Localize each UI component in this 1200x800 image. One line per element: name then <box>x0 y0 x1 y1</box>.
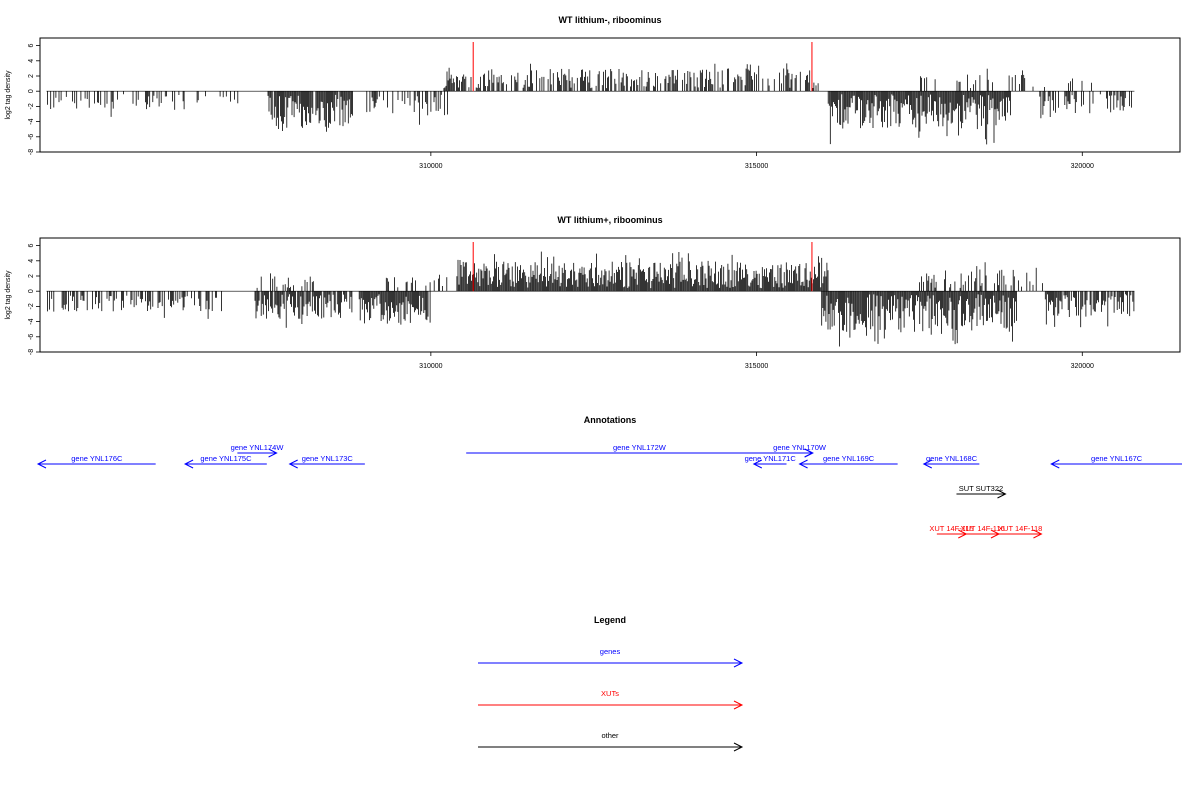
y-tick-label: -2 <box>28 103 35 109</box>
y-tick-label: 0 <box>28 89 35 93</box>
feature-arrowhead <box>36 459 47 469</box>
annotation-features: gene YNL176C gene YNL175C gene YNL174W gene… <box>36 443 1182 539</box>
panel-title: WT lithium-, riboominus <box>559 15 662 25</box>
feature-arrowhead <box>922 459 933 469</box>
legend-item: XUTs <box>478 689 744 710</box>
x-tick-label: 315000 <box>745 163 768 170</box>
y-tick-label: 4 <box>28 259 35 263</box>
feature-arrowhead <box>1033 529 1043 539</box>
annotation-feature: gene YNL174W <box>231 443 285 458</box>
feature-label: gene YNL170W <box>773 443 827 452</box>
y-tick-label: -4 <box>28 318 35 324</box>
legend-arrowhead <box>733 742 744 752</box>
y-tick-label: 2 <box>28 74 35 78</box>
feature-label: gene YNL168C <box>926 454 978 463</box>
y-tick-label: -6 <box>28 134 35 140</box>
y-tick-label: -6 <box>28 334 35 340</box>
panel-title: WT lithium+, riboominus <box>557 215 662 225</box>
annotations-panel: Annotations gene YNL176C gene YNL175Cgene… <box>36 415 1182 539</box>
feature-label: gene YNL176C <box>71 454 123 463</box>
feature-label: gene YNL171C <box>745 454 797 463</box>
legend-item: other <box>478 731 744 752</box>
y-tick-label: 0 <box>28 289 35 293</box>
annotation-feature: gene YNL168C <box>922 454 980 469</box>
boundary-markers <box>472 242 813 292</box>
feature-label: SUT SUT322 <box>959 484 1003 493</box>
feature-label: XUT 14F-115 <box>929 524 973 533</box>
y-axis: 6 4 2 0 -2 -4 -6 -8 <box>28 244 41 355</box>
y-axis: 6 4 2 0 -2 -4 -6 -8 <box>28 44 41 155</box>
feature-label: XUT 14F-116 <box>960 524 1004 533</box>
y-tick-label: -4 <box>28 118 35 124</box>
annotation-feature: gene YNL175C <box>183 454 267 469</box>
y-tick-label: 4 <box>28 59 35 63</box>
annotation-feature: SUT SUT322 <box>956 484 1007 499</box>
annotation-feature: gene YNL173C <box>288 454 365 469</box>
y-tick-label: -8 <box>28 149 35 155</box>
annotations-title: Annotations <box>584 415 637 425</box>
x-tick-label: 310000 <box>419 363 442 370</box>
x-tick-label: 320000 <box>1071 363 1094 370</box>
x-tick-label: 315000 <box>745 363 768 370</box>
signal-bars <box>46 251 1135 347</box>
boundary-markers <box>472 42 813 92</box>
annotation-feature: gene YNL171C <box>745 454 797 469</box>
y-axis-label: log2 tag density <box>5 70 12 120</box>
plot-frame <box>39 37 1181 153</box>
legend-label: other <box>601 731 619 740</box>
feature-label: gene YNL175C <box>200 454 252 463</box>
legend-item: genes <box>478 647 744 668</box>
feature-label: XUT 14F-118 <box>998 524 1042 533</box>
feature-label: gene YNL173C <box>302 454 354 463</box>
legend-items: genes XUTs other <box>478 647 744 752</box>
feature-label: gene YNL172W <box>613 443 667 452</box>
y-tick-label: 6 <box>28 44 35 48</box>
legend-arrowhead <box>733 658 744 668</box>
legend-arrowhead <box>733 700 744 710</box>
feature-arrowhead <box>997 489 1007 499</box>
annotation-feature: XUT 14F-118 <box>998 524 1043 539</box>
track-panel-lithium-plus: WT lithium+, riboominus log2 tag density… <box>5 215 1181 370</box>
x-axis: 310000 315000 320000 <box>419 351 1094 370</box>
legend: Legend genes XUTs other <box>478 615 744 752</box>
feature-arrowhead <box>752 459 763 469</box>
annotation-feature: gene YNL176C <box>36 454 156 469</box>
feature-label: gene YNL174W <box>231 443 285 452</box>
signal-bars <box>46 63 1135 145</box>
feature-arrowhead <box>798 459 808 469</box>
legend-label: XUTs <box>601 689 619 698</box>
legend-title: Legend <box>594 615 626 625</box>
annotation-feature: gene YNL169C <box>798 454 898 469</box>
feature-arrowhead <box>183 459 194 469</box>
feature-arrowhead <box>804 448 814 458</box>
legend-label: genes <box>600 647 621 656</box>
feature-arrowhead <box>268 448 278 458</box>
y-tick-label: 6 <box>28 244 35 248</box>
feature-label: gene YNL169C <box>823 454 875 463</box>
annotation-feature: gene YNL170W <box>773 443 827 458</box>
feature-arrowhead <box>1050 459 1060 469</box>
y-tick-label: -8 <box>28 349 35 355</box>
x-tick-label: 310000 <box>419 163 442 170</box>
x-axis: 310000 315000 320000 <box>419 151 1094 170</box>
y-tick-label: -2 <box>28 303 35 309</box>
feature-label: gene YNL167C <box>1091 454 1143 463</box>
track-panel-lithium-minus: WT lithium-, riboominus log2 tag density… <box>5 15 1181 170</box>
y-axis-label: log2 tag density <box>5 270 12 320</box>
y-tick-label: 2 <box>28 274 35 278</box>
feature-arrowhead <box>288 459 298 469</box>
annotation-feature: gene YNL167C <box>1050 454 1182 469</box>
x-tick-label: 320000 <box>1071 163 1094 170</box>
